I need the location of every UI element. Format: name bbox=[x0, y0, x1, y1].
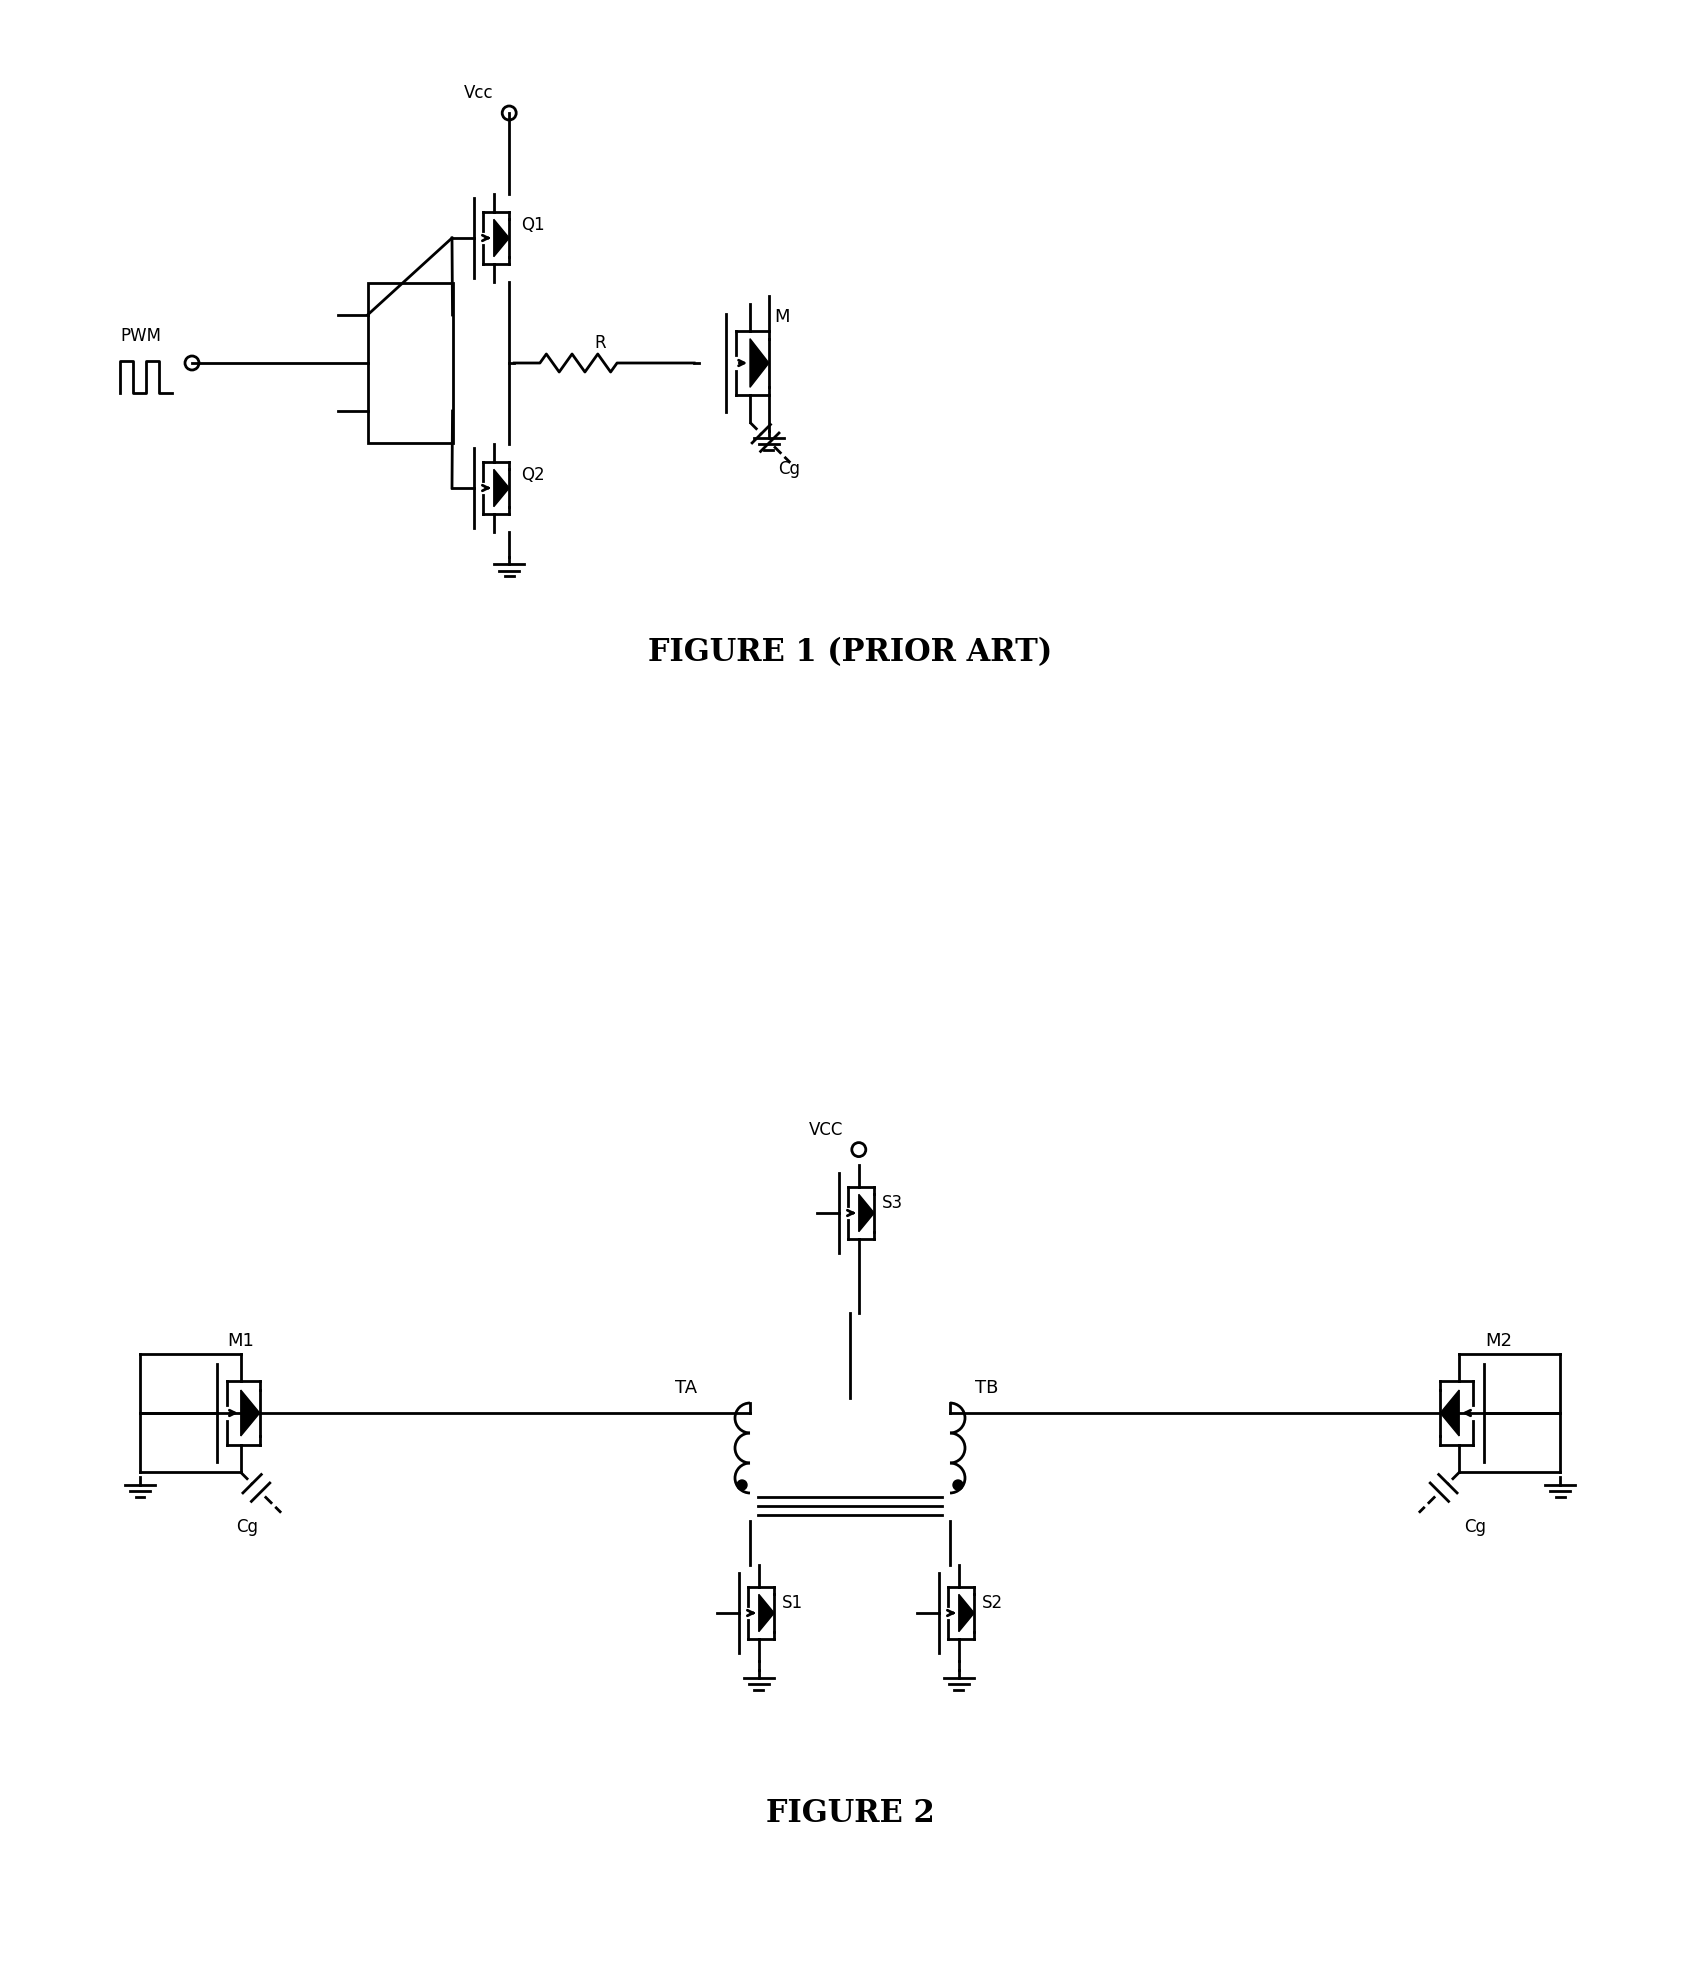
Text: Q2: Q2 bbox=[521, 465, 544, 485]
Text: PWM: PWM bbox=[121, 328, 162, 345]
Text: S3: S3 bbox=[883, 1194, 903, 1211]
Polygon shape bbox=[242, 1390, 260, 1437]
Text: Cg: Cg bbox=[1465, 1519, 1487, 1537]
Text: M1: M1 bbox=[228, 1331, 253, 1349]
Text: R: R bbox=[594, 334, 606, 351]
Text: FIGURE 1 (PRIOR ART): FIGURE 1 (PRIOR ART) bbox=[648, 638, 1053, 669]
Text: Cg: Cg bbox=[777, 461, 799, 479]
Polygon shape bbox=[750, 340, 769, 387]
Polygon shape bbox=[759, 1594, 774, 1631]
Text: VCC: VCC bbox=[808, 1121, 844, 1139]
Polygon shape bbox=[959, 1594, 975, 1631]
Text: FIGURE 2: FIGURE 2 bbox=[765, 1798, 934, 1828]
Text: S2: S2 bbox=[981, 1594, 1004, 1612]
Text: TA: TA bbox=[675, 1378, 697, 1398]
Text: M2: M2 bbox=[1485, 1331, 1512, 1349]
Circle shape bbox=[737, 1480, 747, 1490]
Text: M: M bbox=[774, 308, 789, 326]
Bar bbox=[367, 283, 452, 444]
Text: S1: S1 bbox=[782, 1594, 803, 1612]
Text: Vcc: Vcc bbox=[464, 84, 493, 102]
Circle shape bbox=[953, 1480, 963, 1490]
Text: Q1: Q1 bbox=[521, 216, 544, 234]
Polygon shape bbox=[493, 469, 509, 506]
Text: Cg: Cg bbox=[236, 1519, 259, 1537]
Polygon shape bbox=[859, 1194, 874, 1231]
Text: TB: TB bbox=[975, 1378, 998, 1398]
Polygon shape bbox=[1441, 1390, 1459, 1437]
Polygon shape bbox=[493, 220, 509, 257]
